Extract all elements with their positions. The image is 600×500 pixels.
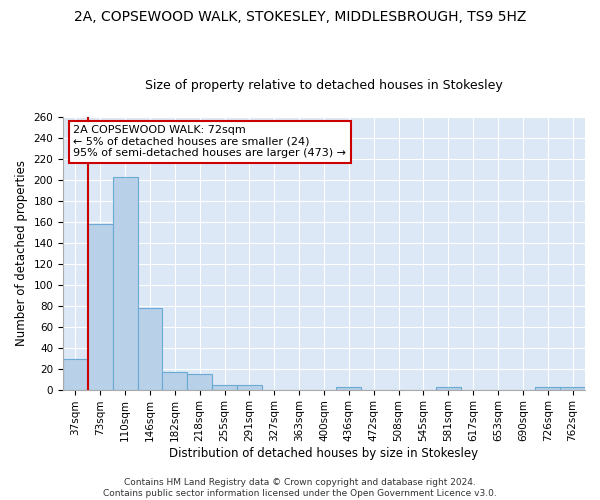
Bar: [560, 388, 585, 390]
Bar: [163, 372, 187, 390]
Title: Size of property relative to detached houses in Stokesley: Size of property relative to detached ho…: [145, 79, 503, 92]
Bar: [535, 388, 560, 390]
Text: Contains HM Land Registry data © Crown copyright and database right 2024.
Contai: Contains HM Land Registry data © Crown c…: [103, 478, 497, 498]
Bar: [88, 224, 113, 390]
Text: 2A COPSEWOOD WALK: 72sqm
← 5% of detached houses are smaller (24)
95% of semi-de: 2A COPSEWOOD WALK: 72sqm ← 5% of detache…: [73, 125, 346, 158]
Bar: [113, 176, 137, 390]
Y-axis label: Number of detached properties: Number of detached properties: [15, 160, 28, 346]
Bar: [63, 359, 88, 390]
X-axis label: Distribution of detached houses by size in Stokesley: Distribution of detached houses by size …: [169, 447, 479, 460]
Bar: [137, 308, 163, 390]
Text: 2A, COPSEWOOD WALK, STOKESLEY, MIDDLESBROUGH, TS9 5HZ: 2A, COPSEWOOD WALK, STOKESLEY, MIDDLESBR…: [74, 10, 526, 24]
Bar: [337, 388, 361, 390]
Bar: [212, 386, 237, 390]
Bar: [237, 386, 262, 390]
Bar: [187, 374, 212, 390]
Bar: [436, 388, 461, 390]
